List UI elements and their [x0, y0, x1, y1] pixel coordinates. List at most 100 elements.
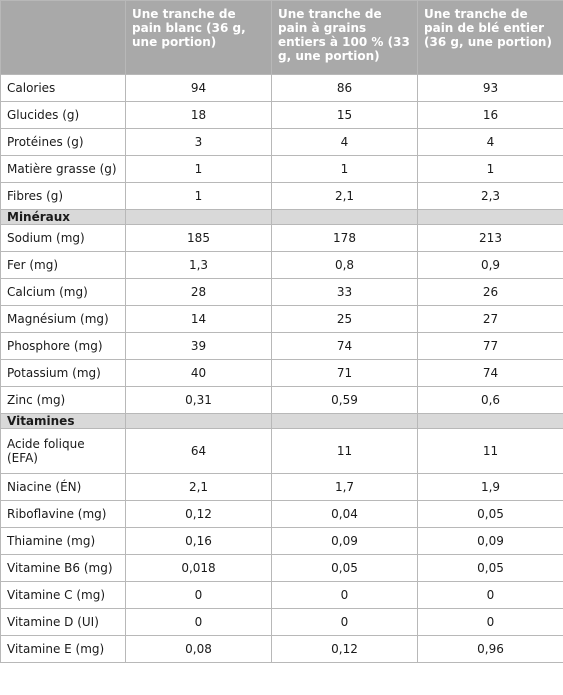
value-cell: 1 — [125, 155, 272, 183]
value-cell: 4 — [417, 128, 563, 156]
row-label: Zinc (mg) — [0, 386, 126, 414]
value-cell: 3 — [125, 128, 272, 156]
value-cell: 4 — [271, 128, 418, 156]
row-label: Potassium (mg) — [0, 359, 126, 387]
row-label: Thiamine (mg) — [0, 527, 126, 555]
value-cell: 0 — [417, 608, 563, 636]
value-cell: 1,7 — [271, 473, 418, 501]
value-cell: 1,3 — [125, 251, 272, 279]
table-row: Matière grasse (g) 1 1 1 — [0, 155, 563, 183]
table-row: Vitamine E (mg) 0,08 0,12 0,96 — [0, 635, 563, 663]
value-cell: 0,05 — [417, 554, 563, 582]
section-header-row: Minéraux — [0, 209, 563, 225]
table-row: Zinc (mg) 0,31 0,59 0,6 — [0, 386, 563, 414]
row-label: Glucides (g) — [0, 101, 126, 129]
section-empty-cell — [417, 413, 563, 429]
section-empty-cell — [125, 209, 272, 225]
row-label: Phosphore (mg) — [0, 332, 126, 360]
value-cell: 33 — [271, 278, 418, 306]
value-cell: 15 — [271, 101, 418, 129]
row-label: Vitamine C (mg) — [0, 581, 126, 609]
value-cell: 0,04 — [271, 500, 418, 528]
value-cell: 40 — [125, 359, 272, 387]
table-row: Riboflavine (mg) 0,12 0,04 0,05 — [0, 500, 563, 528]
value-cell: 213 — [417, 224, 563, 252]
value-cell: 2,1 — [271, 182, 418, 210]
value-cell: 0,05 — [417, 500, 563, 528]
value-cell: 0,05 — [271, 554, 418, 582]
value-cell: 0,09 — [417, 527, 563, 555]
value-cell: 18 — [125, 101, 272, 129]
table-row: Fer (mg) 1,3 0,8 0,9 — [0, 251, 563, 279]
row-label: Vitamine D (UI) — [0, 608, 126, 636]
value-cell: 86 — [271, 74, 418, 102]
value-cell: 14 — [125, 305, 272, 333]
column-header-white-bread: Une tranche de pain blanc (36 g, une por… — [125, 0, 272, 75]
table-row: Sodium (mg) 185 178 213 — [0, 224, 563, 252]
value-cell: 2,1 — [125, 473, 272, 501]
value-cell: 1 — [271, 155, 418, 183]
value-cell: 26 — [417, 278, 563, 306]
value-cell: 1 — [125, 182, 272, 210]
value-cell: 74 — [417, 359, 563, 387]
table-row: Thiamine (mg) 0,16 0,09 0,09 — [0, 527, 563, 555]
row-label: Acide folique (EFA) — [0, 428, 126, 474]
column-header-whole-grain-bread: Une tranche de pain à grains entiers à 1… — [271, 0, 418, 75]
value-cell: 0,16 — [125, 527, 272, 555]
value-cell: 0,08 — [125, 635, 272, 663]
section-label: Vitamines — [0, 413, 126, 429]
table-row: Vitamine C (mg) 0 0 0 — [0, 581, 563, 609]
section-label: Minéraux — [0, 209, 126, 225]
value-cell: 0 — [271, 608, 418, 636]
value-cell: 1,9 — [417, 473, 563, 501]
section-empty-cell — [271, 413, 418, 429]
table-row: Vitamine B6 (mg) 0,018 0,05 0,05 — [0, 554, 563, 582]
table-row: Calcium (mg) 28 33 26 — [0, 278, 563, 306]
row-label: Vitamine E (mg) — [0, 635, 126, 663]
row-label: Sodium (mg) — [0, 224, 126, 252]
value-cell: 0 — [125, 581, 272, 609]
value-cell: 39 — [125, 332, 272, 360]
value-cell: 0 — [125, 608, 272, 636]
table-row: Magnésium (mg) 14 25 27 — [0, 305, 563, 333]
value-cell: 0,12 — [271, 635, 418, 663]
section-header-row: Vitamines — [0, 413, 563, 429]
value-cell: 93 — [417, 74, 563, 102]
section-empty-cell — [417, 209, 563, 225]
table-body: Calories 94 86 93 Glucides (g) 18 15 16 Protéine… — [0, 74, 563, 663]
value-cell: 11 — [417, 428, 563, 474]
value-cell: 25 — [271, 305, 418, 333]
row-label: Protéines (g) — [0, 128, 126, 156]
value-cell: 94 — [125, 74, 272, 102]
row-label: Riboflavine (mg) — [0, 500, 126, 528]
value-cell: 185 — [125, 224, 272, 252]
header-corner-cell — [0, 0, 126, 75]
value-cell: 77 — [417, 332, 563, 360]
value-cell: 0,018 — [125, 554, 272, 582]
table-row: Potassium (mg) 40 71 74 — [0, 359, 563, 387]
value-cell: 0,59 — [271, 386, 418, 414]
value-cell: 2,3 — [417, 182, 563, 210]
value-cell: 0,12 — [125, 500, 272, 528]
table-row: Calories 94 86 93 — [0, 74, 563, 102]
row-label: Fer (mg) — [0, 251, 126, 279]
header-row: Une tranche de pain blanc (36 g, une por… — [0, 0, 563, 75]
value-cell: 1 — [417, 155, 563, 183]
table-row: Glucides (g) 18 15 16 — [0, 101, 563, 129]
value-cell: 0,09 — [271, 527, 418, 555]
row-label: Calcium (mg) — [0, 278, 126, 306]
value-cell: 71 — [271, 359, 418, 387]
value-cell: 27 — [417, 305, 563, 333]
row-label: Fibres (g) — [0, 182, 126, 210]
row-label: Matière grasse (g) — [0, 155, 126, 183]
section-empty-cell — [125, 413, 272, 429]
row-label: Magnésium (mg) — [0, 305, 126, 333]
column-header-whole-wheat-bread: Une tranche de pain de blé entier (36 g,… — [417, 0, 563, 75]
nutrition-table: Une tranche de pain blanc (36 g, une por… — [0, 0, 563, 663]
row-label: Calories — [0, 74, 126, 102]
value-cell: 0 — [271, 581, 418, 609]
value-cell: 178 — [271, 224, 418, 252]
section-empty-cell — [271, 209, 418, 225]
value-cell: 74 — [271, 332, 418, 360]
table-row: Fibres (g) 1 2,1 2,3 — [0, 182, 563, 210]
